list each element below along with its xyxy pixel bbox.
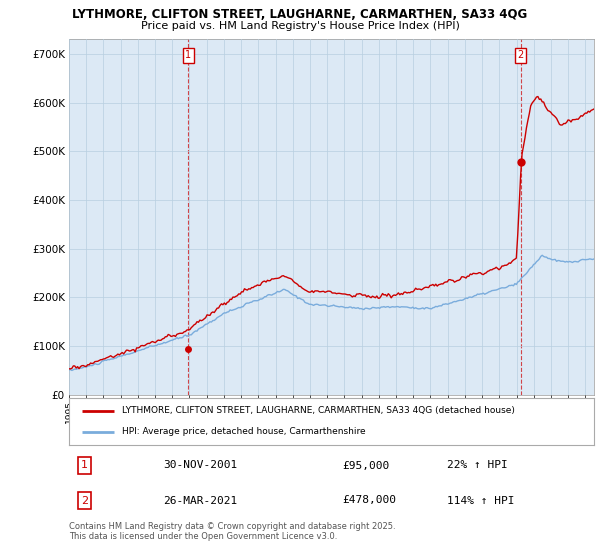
Text: 2: 2 [81, 496, 88, 506]
Text: HPI: Average price, detached house, Carmarthenshire: HPI: Average price, detached house, Carm… [121, 427, 365, 436]
Text: LYTHMORE, CLIFTON STREET, LAUGHARNE, CARMARTHEN, SA33 4QG: LYTHMORE, CLIFTON STREET, LAUGHARNE, CAR… [73, 8, 527, 21]
Text: 1: 1 [81, 460, 88, 470]
Text: 1: 1 [185, 50, 191, 60]
Text: Contains HM Land Registry data © Crown copyright and database right 2025.
This d: Contains HM Land Registry data © Crown c… [69, 522, 395, 542]
Text: £95,000: £95,000 [342, 460, 389, 470]
Text: LYTHMORE, CLIFTON STREET, LAUGHARNE, CARMARTHEN, SA33 4QG (detached house): LYTHMORE, CLIFTON STREET, LAUGHARNE, CAR… [121, 407, 514, 416]
Text: 26-MAR-2021: 26-MAR-2021 [163, 496, 238, 506]
Text: 30-NOV-2001: 30-NOV-2001 [163, 460, 238, 470]
Text: 114% ↑ HPI: 114% ↑ HPI [447, 496, 515, 506]
Text: 2: 2 [518, 50, 524, 60]
Text: Price paid vs. HM Land Registry's House Price Index (HPI): Price paid vs. HM Land Registry's House … [140, 21, 460, 31]
Text: 22% ↑ HPI: 22% ↑ HPI [447, 460, 508, 470]
Text: £478,000: £478,000 [342, 496, 396, 506]
